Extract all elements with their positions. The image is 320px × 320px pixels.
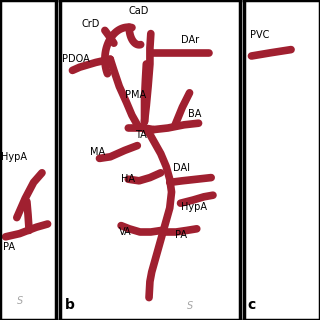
Text: PVC: PVC [250,30,269,40]
Text: HypA: HypA [180,202,206,212]
Text: VA: VA [119,227,132,237]
Text: HA: HA [121,174,135,184]
Text: PA: PA [175,230,187,240]
Text: PMA: PMA [125,90,146,100]
Text: DAI: DAI [173,163,190,173]
Text: c: c [247,298,255,312]
Text: PA: PA [3,242,15,252]
Text: b: b [65,298,75,312]
Text: CrD: CrD [82,19,100,29]
Text: MA: MA [91,147,106,157]
Text: BA: BA [188,109,201,119]
Text: $\mathit{S}$: $\mathit{S}$ [186,299,194,311]
Text: HypA: HypA [1,152,27,162]
Text: PDOA: PDOA [62,54,89,64]
Text: $\mathit{S}$: $\mathit{S}$ [16,294,24,306]
Text: TA: TA [135,130,146,140]
Text: DAr: DAr [180,35,199,45]
Text: CaD: CaD [128,6,149,16]
